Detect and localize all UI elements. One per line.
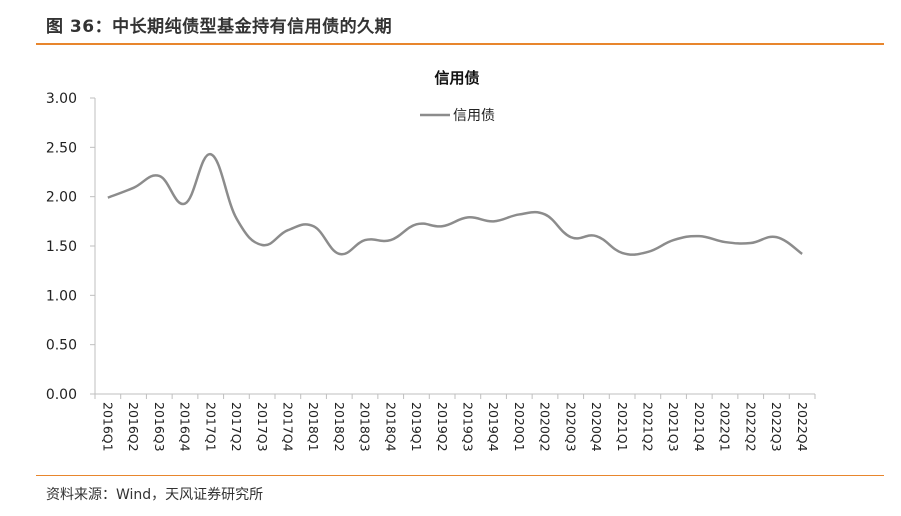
x-tick-label: 2021Q3 (666, 402, 681, 452)
x-tick-label: 2020Q4 (589, 402, 604, 452)
x-tick-label: 2016Q2 (126, 402, 141, 452)
x-tick-label: 2022Q3 (769, 402, 784, 452)
x-tick-label: 2019Q2 (435, 402, 450, 452)
x-tick-label: 2021Q1 (615, 402, 630, 452)
chart-title: 信用债 (434, 69, 479, 87)
x-tick-label: 2016Q4 (178, 402, 193, 452)
x-tick-label: 2020Q3 (563, 402, 578, 452)
x-tick-label: 2018Q4 (383, 402, 398, 452)
top-divider (36, 43, 884, 45)
bottom-divider (36, 475, 884, 476)
figure-title: 图 36：中长期纯债型基金持有信用债的久期 (46, 17, 393, 37)
y-tick-label: 3.00 (46, 91, 77, 107)
x-tick-label: 2018Q2 (332, 402, 347, 452)
legend: 信用债 (420, 108, 495, 124)
axes (94, 98, 815, 395)
y-axis-ticks: 0.00 0.50 1.00 1.50 2.00 2.50 3.00 (46, 91, 95, 403)
x-tick-label: 2017Q4 (280, 402, 295, 452)
x-tick-label: 2017Q2 (229, 402, 244, 452)
x-tick-label: 2022Q2 (743, 402, 758, 452)
x-tick-label: 2016Q3 (152, 402, 167, 452)
y-tick-label: 1.00 (46, 288, 77, 304)
x-tick-label: 2019Q1 (409, 402, 424, 452)
series-line (107, 152, 803, 256)
x-tick-label: 2019Q4 (486, 402, 501, 452)
x-tick-label: 2018Q1 (306, 402, 321, 452)
x-tick-label: 2019Q3 (460, 402, 475, 452)
x-tick-label: 2020Q1 (512, 402, 527, 452)
x-tick-label: 2021Q4 (692, 402, 707, 452)
x-tick-label: 2020Q2 (538, 402, 553, 452)
y-tick-label: 2.50 (46, 140, 77, 156)
x-tick-label: 2018Q3 (358, 402, 373, 452)
source-note: 资料来源：Wind，天风证券研究所 (46, 487, 264, 503)
y-tick-label: 2.00 (46, 190, 77, 206)
x-tick-label: 2016Q1 (100, 402, 115, 452)
x-tick-label: 2017Q3 (255, 402, 270, 452)
x-tick-label: 2022Q4 (795, 402, 810, 452)
y-tick-label: 1.50 (46, 239, 77, 255)
x-tick-label: 2021Q2 (640, 402, 655, 452)
legend-label: 信用债 (453, 108, 495, 124)
y-tick-label: 0.50 (46, 338, 77, 354)
x-tick-label: 2022Q1 (718, 402, 733, 452)
series-group (107, 152, 803, 256)
y-tick-label: 0.00 (46, 387, 77, 403)
x-tick-label: 2017Q1 (203, 402, 218, 452)
x-axis-ticks: 2016Q1 2016Q2 2016Q3 2016Q4 2017Q1 2017Q2 2017… (94, 394, 816, 452)
